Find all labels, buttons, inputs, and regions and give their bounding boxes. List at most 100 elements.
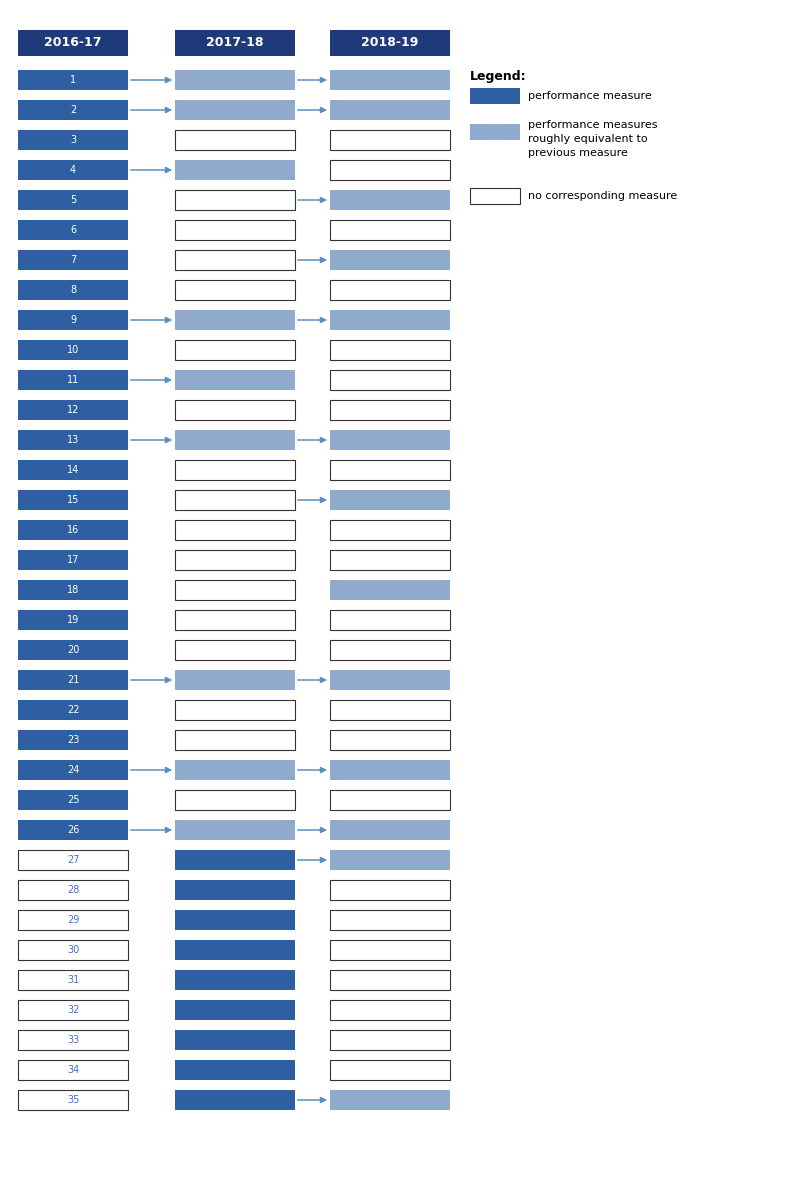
Bar (18, 220, 128, 240)
Bar (175, 851, 295, 870)
Bar (330, 370, 450, 391)
Bar (175, 280, 295, 300)
Text: 14: 14 (67, 465, 79, 474)
Bar (330, 310, 450, 329)
Bar (330, 280, 450, 300)
Text: 11: 11 (67, 375, 79, 385)
Text: 15: 15 (67, 495, 79, 506)
Bar (18, 250, 128, 270)
Bar (18, 1060, 128, 1081)
Text: 22: 22 (67, 704, 79, 715)
Bar (330, 970, 450, 990)
Bar (330, 700, 450, 720)
Bar (330, 610, 450, 630)
Text: 29: 29 (67, 915, 79, 925)
Bar (330, 400, 450, 420)
Bar (330, 730, 450, 750)
Bar (330, 1000, 450, 1019)
Text: 6: 6 (70, 225, 76, 235)
Bar (175, 580, 295, 600)
Bar (175, 819, 295, 840)
Bar (18, 640, 128, 660)
Bar (330, 760, 450, 780)
Text: 27: 27 (67, 855, 79, 865)
Text: 21: 21 (67, 674, 79, 685)
Bar (470, 125, 520, 140)
Bar (175, 30, 295, 56)
Bar (175, 700, 295, 720)
Text: 24: 24 (67, 766, 79, 775)
Bar (330, 460, 450, 480)
Bar (330, 69, 450, 90)
Bar (18, 580, 128, 600)
Bar (175, 1060, 295, 1081)
Bar (18, 430, 128, 450)
Text: 2016-17: 2016-17 (44, 36, 102, 49)
Text: 31: 31 (67, 975, 79, 985)
Text: performance measures
roughly equivalent to
previous measure: performance measures roughly equivalent … (528, 120, 657, 158)
Bar (330, 1060, 450, 1081)
Bar (175, 730, 295, 750)
Text: 1: 1 (70, 75, 76, 85)
Bar (18, 670, 128, 690)
Bar (18, 131, 128, 150)
Bar (175, 550, 295, 570)
Bar (330, 640, 450, 660)
Text: no corresponding measure: no corresponding measure (528, 190, 677, 201)
Bar (330, 520, 450, 540)
Bar (330, 1030, 450, 1049)
Bar (330, 940, 450, 960)
Text: 16: 16 (67, 525, 79, 536)
Bar (18, 69, 128, 90)
Bar (175, 131, 295, 150)
Text: 26: 26 (67, 825, 79, 835)
Text: 32: 32 (67, 1005, 79, 1015)
Bar (18, 310, 128, 329)
Bar (330, 910, 450, 930)
Text: 2018-19: 2018-19 (361, 36, 418, 49)
Bar (330, 851, 450, 870)
Bar (175, 789, 295, 810)
Text: 9: 9 (70, 315, 76, 325)
Text: 10: 10 (67, 345, 79, 355)
Bar (175, 190, 295, 210)
Bar (175, 881, 295, 900)
Bar (18, 460, 128, 480)
Bar (175, 340, 295, 361)
Text: performance measure: performance measure (528, 91, 652, 101)
Bar (175, 400, 295, 420)
Text: 7: 7 (70, 255, 76, 265)
Bar (18, 610, 128, 630)
Bar (175, 640, 295, 660)
Text: 13: 13 (67, 435, 79, 444)
Text: 2017-18: 2017-18 (206, 36, 264, 49)
Bar (330, 190, 450, 210)
Bar (18, 190, 128, 210)
Bar (330, 250, 450, 270)
Bar (18, 789, 128, 810)
Bar (330, 670, 450, 690)
Bar (175, 460, 295, 480)
Text: 8: 8 (70, 285, 76, 295)
Text: 5: 5 (70, 195, 76, 205)
Bar (18, 370, 128, 391)
Bar (175, 250, 295, 270)
Bar (175, 490, 295, 510)
Text: Legend:: Legend: (470, 69, 526, 83)
Bar (18, 1030, 128, 1049)
Bar (330, 580, 450, 600)
Text: 17: 17 (67, 555, 79, 565)
Bar (18, 881, 128, 900)
Bar (175, 220, 295, 240)
Bar (330, 99, 450, 120)
Text: 20: 20 (67, 645, 79, 655)
Bar (330, 789, 450, 810)
Bar (18, 910, 128, 930)
Bar (18, 730, 128, 750)
Bar (18, 760, 128, 780)
Bar (175, 310, 295, 329)
Bar (18, 1090, 128, 1111)
Text: 3: 3 (70, 135, 76, 145)
Bar (175, 1090, 295, 1111)
Text: 30: 30 (67, 945, 79, 955)
